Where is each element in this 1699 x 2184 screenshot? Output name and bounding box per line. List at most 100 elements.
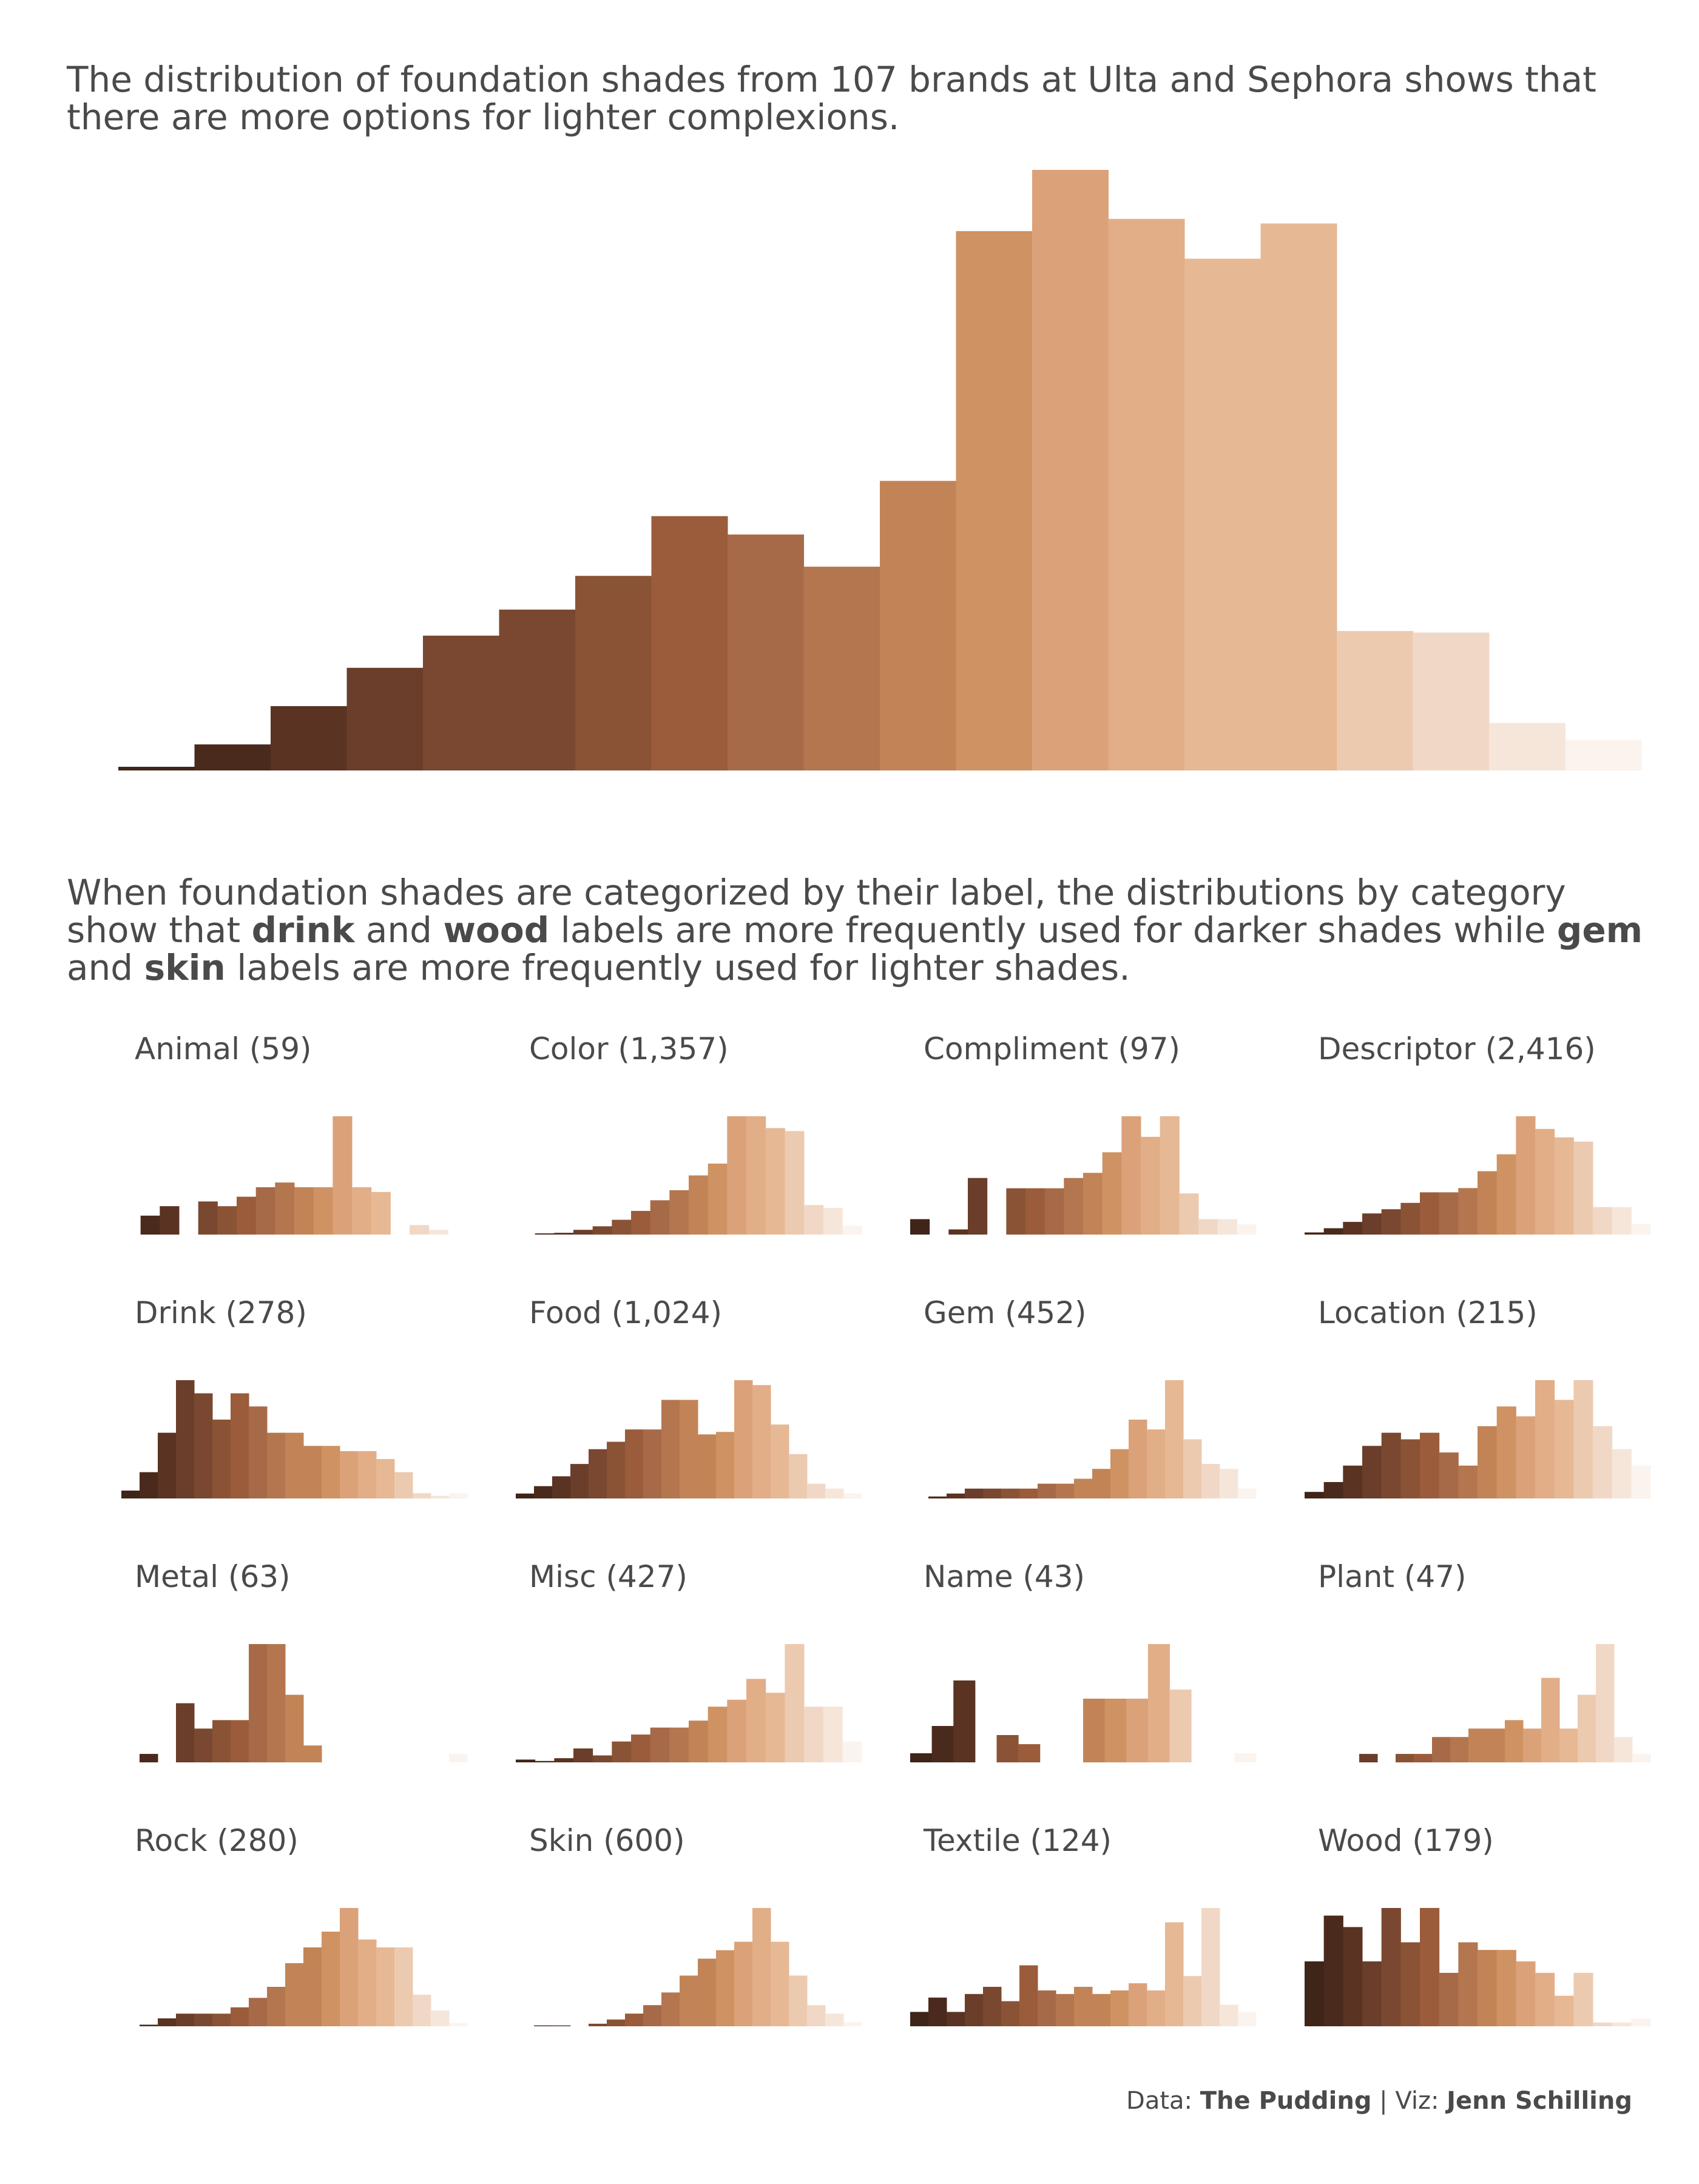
facet-location-bar (1612, 1449, 1632, 1498)
facet-food-bar (807, 1483, 826, 1499)
facet-drink-bar (231, 1393, 249, 1498)
facet-skin-bar (843, 2022, 862, 2026)
facet-drink-bar (340, 1451, 359, 1498)
facet-skin-bar (698, 1958, 717, 2026)
facet-skin-bar (752, 1908, 771, 2026)
facet-compliment-bar (1121, 1116, 1141, 1235)
facet-misc-bar (612, 1741, 632, 1762)
main-histogram-bar (1337, 631, 1413, 770)
facet-color-bar (804, 1205, 824, 1235)
facet-rock-bar (358, 1940, 377, 2026)
facet-drink-bar (121, 1491, 140, 1498)
facet-plant-bar (1578, 1694, 1596, 1762)
facet-textile-bar (1092, 1994, 1111, 2026)
main-histogram-bar (803, 567, 880, 770)
facet-drink-bar (431, 1495, 450, 1498)
main-title: The distribution of foundation shades fr… (67, 59, 1596, 138)
facet-misc-bar (573, 1748, 593, 1762)
facet-color-bar (612, 1219, 632, 1235)
facet-plant-bar (1414, 1754, 1433, 1762)
facet-rock-bar (449, 2023, 468, 2026)
facet-animal-bar (160, 1206, 180, 1235)
facet-animal-bar (255, 1187, 275, 1235)
facet-descriptor-bar (1362, 1213, 1382, 1235)
facet-food-bar (789, 1454, 808, 1499)
facet-misc-bar (727, 1699, 747, 1762)
main-histogram-bar (423, 635, 499, 770)
facet-drink-bar (249, 1406, 268, 1498)
facet-food-bar (698, 1434, 717, 1498)
facet-color-bar (823, 1208, 843, 1235)
facet-location-bar (1535, 1380, 1555, 1498)
facet-compliment-bar (1198, 1219, 1218, 1235)
facet-gem-bar (1183, 1439, 1202, 1498)
facet-textile-bar (947, 2012, 965, 2026)
facet-animal-bar (428, 1230, 448, 1235)
facet-drink-bar (303, 1446, 322, 1498)
facet-animal-bar (198, 1201, 218, 1235)
facet-rock-bar (140, 2024, 158, 2026)
facet-misc-bar (650, 1727, 670, 1762)
main-histogram-bar (880, 480, 956, 770)
facet-food-bar (661, 1400, 680, 1498)
facet-skin-bar (716, 1950, 735, 2026)
facet-location-bar (1323, 1481, 1343, 1498)
facet-color-bar (727, 1116, 747, 1235)
facet-food-bar (552, 1476, 571, 1498)
facet-label: Animal (59) (135, 1031, 312, 1067)
facet-color-bar (650, 1200, 670, 1235)
facet-drink-bar (322, 1446, 340, 1498)
facet-food-bar (843, 1493, 862, 1499)
facet-wood-bar (1458, 1942, 1478, 2026)
facet-location-bars (1305, 1380, 1651, 1498)
facet-rock-bar (194, 2014, 213, 2026)
facet-label: Descriptor (2,416) (1318, 1031, 1596, 1067)
facet-food-bar (771, 1424, 789, 1499)
facet-misc-bar (765, 1693, 785, 1762)
main-histogram-bar (1108, 218, 1185, 770)
facet-compliment-bar (1044, 1188, 1064, 1235)
facet-metal-bar (285, 1694, 304, 1762)
facet-wood-bar (1400, 1942, 1420, 2026)
facet-descriptor-bar (1420, 1192, 1440, 1235)
facet-wood-bar (1593, 2022, 1613, 2026)
facet-plant-bar (1359, 1754, 1378, 1762)
facet-metal-bar (267, 1644, 286, 1762)
facet-color-bar (785, 1131, 805, 1235)
facet-rock-bar (431, 2010, 450, 2026)
main-histogram-bar (1184, 258, 1261, 771)
facet-gem-bar (1220, 1469, 1238, 1498)
facet-food-bars (516, 1380, 862, 1499)
facet-color-bar (708, 1164, 728, 1235)
facet-gem-bar (983, 1488, 1002, 1498)
facet-gem-bar (1074, 1478, 1093, 1498)
facet-misc-bar (804, 1707, 824, 1762)
facet-name-bar (1126, 1699, 1149, 1762)
facet-gem-bar (1147, 1429, 1166, 1498)
facet-rock-bar (303, 1947, 322, 2026)
facet-name-bar (1234, 1753, 1257, 1762)
facet-wood-bar (1478, 1950, 1498, 2026)
facet-textile-bar (1220, 2004, 1238, 2026)
facet-descriptor-bar (1381, 1209, 1401, 1235)
facet-title: When foundation shades are categorized b… (67, 872, 1643, 988)
facet-color-bar (669, 1190, 689, 1235)
facet-descriptor-bar (1496, 1154, 1516, 1235)
facet-label: Drink (278) (135, 1295, 307, 1330)
facet-food-bar (825, 1488, 844, 1498)
facet-textile-bar (1056, 1994, 1075, 2026)
facet-misc-bar (785, 1644, 805, 1762)
facet-gem-bar (947, 1493, 965, 1499)
facet-label: Skin (600) (529, 1823, 685, 1858)
facet-name-bar (1018, 1744, 1041, 1762)
facet-metal-bar (194, 1728, 213, 1762)
main-histogram-bar (346, 667, 424, 770)
facet-descriptor-bars (1305, 1116, 1651, 1235)
facet-metal-bar (231, 1720, 249, 1762)
facet-location-bar (1478, 1426, 1498, 1498)
facet-textile-bar (1129, 1983, 1147, 2026)
facet-animal-bar (140, 1215, 160, 1235)
facet-metal-bar (249, 1644, 268, 1762)
facet-location-bar (1362, 1446, 1382, 1498)
